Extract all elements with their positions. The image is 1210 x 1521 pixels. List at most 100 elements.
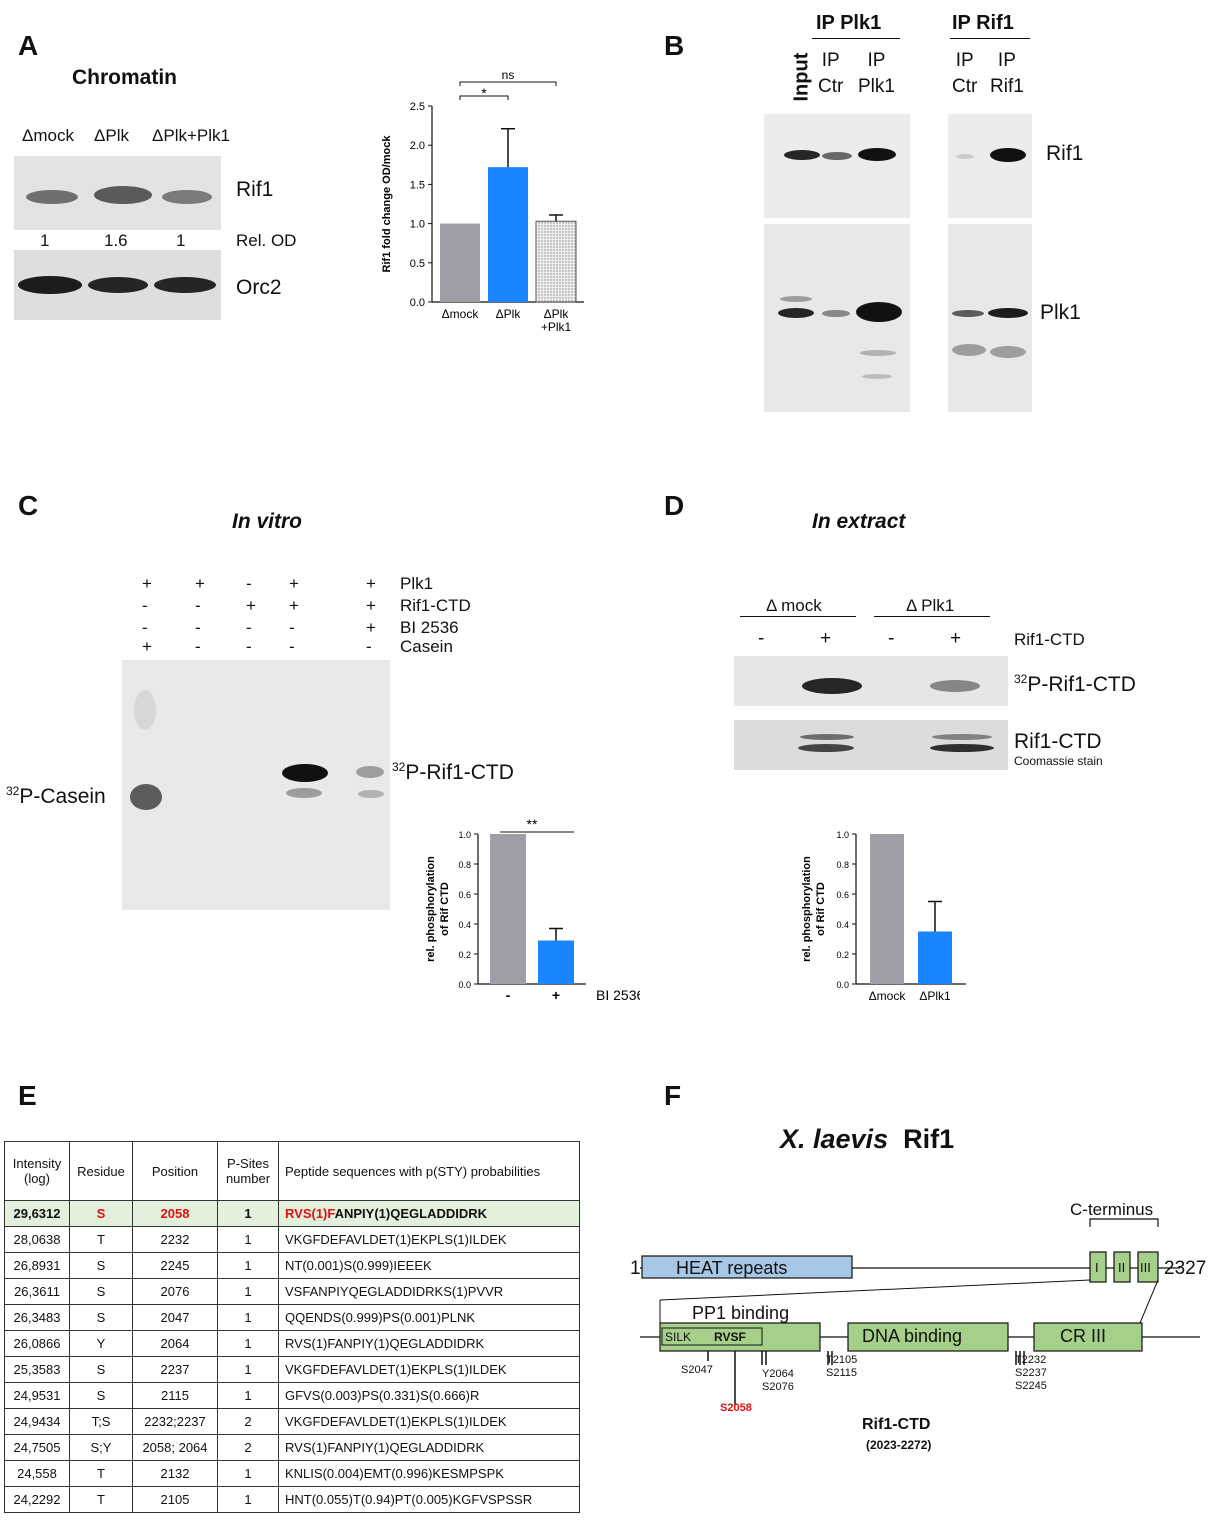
table-cell: 1 xyxy=(217,1356,279,1383)
panel-d-p-label: 32P-Rif1-CTD xyxy=(1014,672,1136,696)
table-cell: Y xyxy=(69,1330,133,1357)
y-tick-label: 0.2 xyxy=(836,950,849,960)
table-cell: 1 xyxy=(217,1304,279,1331)
panel-c-sign: - xyxy=(195,596,201,615)
panel-a-orc2-blot xyxy=(14,250,221,320)
sig-bracket xyxy=(459,95,509,100)
panel-label-b: B xyxy=(664,30,685,61)
panel-f-cr3-label: CR III xyxy=(1060,1326,1107,1346)
panel-c-sign: - xyxy=(366,637,372,656)
table-cell: 24,9434 xyxy=(4,1408,70,1435)
chart-d: 0.0 0.2 0.4 0.6 0.8 1.0 rel. phosphorylation of… xyxy=(801,830,966,1003)
panel-f-site-t2105-s2115: T2105 S2115 xyxy=(826,1354,858,1379)
panel-label-c: C xyxy=(18,490,39,521)
panel-c-sign: - xyxy=(195,637,201,656)
panel-a-relod-3: 1 xyxy=(176,231,186,250)
table-cell: 1 xyxy=(217,1226,279,1253)
table-row: 29,6312 S 2058 1 RVS(1)FANPIY(1)QEGLADDIDRK xyxy=(4,1200,580,1227)
panel-a-title: Chromatin xyxy=(72,66,177,89)
panel-c-sign: + xyxy=(246,596,256,615)
table-cell: S;Y xyxy=(69,1434,133,1461)
panel-c-sign: + xyxy=(289,596,299,615)
table-cell: 1 xyxy=(217,1330,279,1357)
panel-f-cr-1: I xyxy=(1095,1260,1099,1275)
table-cell: 2115 xyxy=(132,1382,218,1409)
panel-c-sign: - xyxy=(289,618,295,637)
panel-d-sign-4: + xyxy=(950,628,962,649)
panel-c-row-label-bi2536: BI 2536 xyxy=(400,618,459,637)
header-residue: Residue xyxy=(69,1141,133,1201)
y-axis-label: Rif1 fold change OD/mock xyxy=(381,135,393,273)
panel-a-orc2-label: Orc2 xyxy=(236,276,282,299)
y-tick-label: 0.8 xyxy=(458,860,471,870)
table-cell: S xyxy=(69,1200,133,1227)
x-axis-label: BI 2536 xyxy=(596,987,640,1003)
table-cell: GFVS(0.003)PS(0.331)S(0.666)R xyxy=(278,1382,580,1409)
sig-label: ** xyxy=(527,816,538,832)
table-row: 24,2292 T 2105 1 HNT(0.055)T(0.94)PT(0.005)K… xyxy=(4,1486,580,1513)
bar xyxy=(488,167,528,302)
panel-a-lane-1: Δmock xyxy=(22,126,74,145)
table-cell: S xyxy=(69,1356,133,1383)
table-cell: 2 xyxy=(217,1434,279,1461)
panel-a-relod-1: 1 xyxy=(40,231,50,250)
sig-bracket xyxy=(459,81,557,86)
bar xyxy=(870,834,904,984)
header-intensity: Intensity (log) xyxy=(4,1141,70,1201)
table-cell: 2245 xyxy=(132,1252,218,1279)
panel-c-sign: + xyxy=(366,596,376,615)
panel-f-cterm-label: C-terminus xyxy=(1070,1200,1154,1219)
panel-d-coomassie-blot xyxy=(734,720,1008,770)
table-cell: 2058 xyxy=(132,1200,218,1227)
table-row: 25,3583 S 2237 1 VKGFDEFAVLDET(1)EKPLS(1)ILD… xyxy=(4,1356,580,1383)
x-tick-label: ΔPlk xyxy=(544,307,570,321)
panel-b-group-rif1: IP Rif1 xyxy=(952,12,1014,34)
y-tick-label: 0.6 xyxy=(458,890,471,900)
table-cell: 28,0638 xyxy=(4,1226,70,1253)
y-tick-label: 2.0 xyxy=(410,140,425,152)
panel-c-row-label-casein: Casein xyxy=(400,637,453,656)
panel-f-site-y2064-s2076: Y2064 S2076 xyxy=(762,1368,794,1393)
table-cell: VKGFDEFAVLDET(1)EKPLS(1)ILDEK xyxy=(278,1408,580,1435)
table-cell: 24,558 xyxy=(4,1460,70,1487)
panel-f-title-protein: Rif1 xyxy=(903,1124,955,1154)
panel-c-sign: + xyxy=(142,574,152,593)
panel-b-lane-4: IP Rif1 xyxy=(990,50,1024,97)
table-cell: 2076 xyxy=(132,1278,218,1305)
panel-b-lane-3: IP Ctr xyxy=(952,50,978,97)
panel-c-sign: + xyxy=(142,637,152,656)
bar xyxy=(535,220,577,303)
table-cell: 2237 xyxy=(132,1356,218,1383)
panel-b-group-plk1: IP Plk1 xyxy=(816,12,882,34)
table-row: 26,8931 S 2245 1 NT(0.001)S(0.999)IEEEK xyxy=(4,1252,580,1279)
table-cell: HNT(0.055)T(0.94)PT(0.005)KGFVSPSSR xyxy=(278,1486,580,1513)
y-tick-label: 0.5 xyxy=(410,258,425,270)
x-tick-label: - xyxy=(506,987,511,1003)
table-cell: RVS(1)FANPIY(1)QEGLADDIDRK xyxy=(278,1434,580,1461)
x-tick-label: ΔPlk1 xyxy=(919,989,951,1003)
panel-b-plk1-label: Plk1 xyxy=(1040,301,1081,324)
panel-f-site-s2047: S2047 xyxy=(681,1364,713,1376)
panel-d-sign-2: + xyxy=(820,628,832,649)
panel-d-group-mock-line xyxy=(740,616,856,617)
table-cell: 25,3583 xyxy=(4,1356,70,1383)
table-cell: 26,0866 xyxy=(4,1330,70,1357)
panel-f-ctd-label: Rif1-CTD xyxy=(862,1416,931,1433)
table-cell: T xyxy=(69,1486,133,1513)
table-cell: 1 xyxy=(217,1200,279,1227)
table-cell: 1 xyxy=(217,1486,279,1513)
table-cell: 24,2292 xyxy=(4,1486,70,1513)
table-cell: 29,6312 xyxy=(4,1200,70,1227)
table-cell: T;S xyxy=(69,1408,133,1435)
table-cell: RVS(1)FANPIY(1)QEGLADDIDRK xyxy=(278,1200,580,1227)
panel-a-relod-2: 1.6 xyxy=(104,231,128,250)
bar xyxy=(490,834,526,984)
x-tick-label: +Plk1 xyxy=(541,320,572,334)
table-row: 28,0638 T 2232 1 VKGFDEFAVLDET(1)EKPLS(1)ILD… xyxy=(4,1226,580,1253)
table-cell: KNLIS(0.004)EMT(0.996)KESMPSPK xyxy=(278,1460,580,1487)
panel-c-row-label-rif1ctd: Rif1-CTD xyxy=(400,596,471,615)
table-cell: RVS(1)FANPIY(1)QEGLADDIDRK xyxy=(278,1330,580,1357)
panel-c-sign: - xyxy=(195,618,201,637)
panel-c-sign: - xyxy=(142,596,148,615)
panel-b-group-plk1-line xyxy=(812,38,900,39)
